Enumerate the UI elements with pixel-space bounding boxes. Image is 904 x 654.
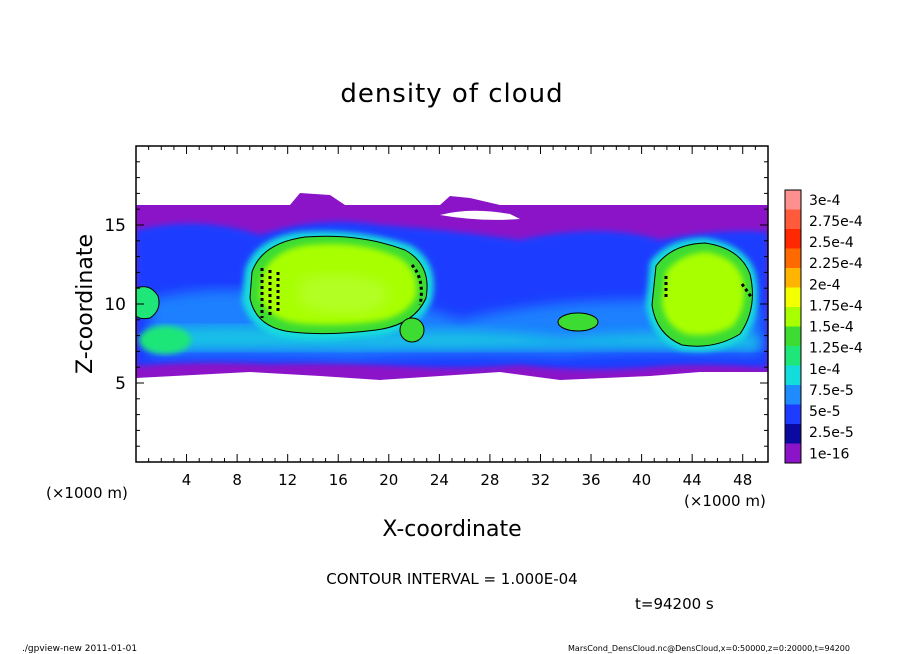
colorbar-swatch [785, 385, 801, 405]
x-tick-label: 20 [379, 471, 398, 489]
x-tick-label: 44 [683, 471, 702, 489]
colorbar-swatch [785, 229, 801, 249]
colorbar-swatch [785, 268, 801, 288]
x-tick-label: 16 [329, 471, 348, 489]
colorbar-swatch [785, 209, 801, 230]
y-tick-label: 10 [104, 295, 126, 315]
colorbar-swatch [785, 346, 801, 366]
x-tick-label: 32 [531, 471, 550, 489]
colorbar-label: 1e-4 [809, 362, 841, 378]
time-label: t=94200 s [635, 595, 714, 613]
x-tick-label: 4 [182, 471, 192, 489]
cloud-core-right [646, 238, 758, 352]
y-tick-label: 15 [104, 216, 126, 236]
colorbar-swatch [785, 190, 801, 210]
colorbar-swatch [785, 287, 801, 308]
colorbar-frame [784, 189, 802, 464]
x-axis-ticks: 4 8 12 16 20 24 28 32 36 40 44 48 [148, 146, 756, 489]
plot-area [135, 145, 769, 463]
colorbar-swatch [785, 443, 801, 464]
x-tick-label: 36 [581, 471, 600, 489]
colorbar: 3e-4 2.75e-4 2.5e-4 2.25e-4 2e-4 1.75e-4 1.5e-… [784, 189, 863, 464]
colorbar-label: 2.75e-4 [809, 214, 863, 230]
y-axis-unit: (×1000 m) [46, 484, 128, 502]
colorbar-label: 3e-4 [809, 193, 841, 209]
density-field [136, 193, 768, 380]
colorbar-label: 2e-4 [809, 277, 841, 293]
x-tick-label: 48 [733, 471, 752, 489]
y-tick-label: 5 [115, 374, 126, 394]
colorbar-label: 1.25e-4 [809, 341, 863, 357]
cloud-core-left [242, 231, 434, 340]
contour-interval-label: CONTOUR INTERVAL = 1.000E-04 [326, 570, 577, 588]
x-tick-label: 28 [480, 471, 499, 489]
colorbar-swatch [785, 424, 801, 444]
colorbar-swatch [785, 326, 801, 347]
colorbar-label: 1.5e-4 [809, 320, 854, 336]
colorbar-label: 7.5e-5 [809, 383, 854, 399]
colorbar-label: 1e-16 [809, 446, 849, 462]
x-axis-unit: (×1000 m) [684, 492, 766, 510]
colorbar-label: 1.75e-4 [809, 298, 863, 314]
footer-right: MarsCond_DensCloud.nc@DensCloud,x=0:5000… [568, 644, 850, 653]
colorbar-swatch [785, 404, 801, 425]
colorbar-label: 2.5e-5 [809, 425, 854, 441]
x-tick-label: 40 [632, 471, 651, 489]
chart-title: density of cloud [340, 79, 563, 109]
x-tick-label: 8 [232, 471, 242, 489]
footer-left: ./gpview-new 2011-01-01 [22, 644, 137, 654]
colorbar-label: 5e-5 [809, 404, 840, 420]
x-axis-label: X-coordinate [382, 517, 521, 542]
colorbar-label: 2.25e-4 [809, 256, 863, 272]
x-tick-label: 24 [430, 471, 449, 489]
x-tick-label: 12 [278, 471, 297, 489]
y-axis-label: Z-coordinate [73, 234, 98, 374]
colorbar-label: 2.5e-4 [809, 235, 854, 251]
colorbar-swatch [785, 248, 801, 269]
colorbar-swatch [785, 307, 801, 327]
colorbar-swatch [785, 365, 801, 386]
y-axis-ticks: 5 10 15 [104, 161, 768, 447]
